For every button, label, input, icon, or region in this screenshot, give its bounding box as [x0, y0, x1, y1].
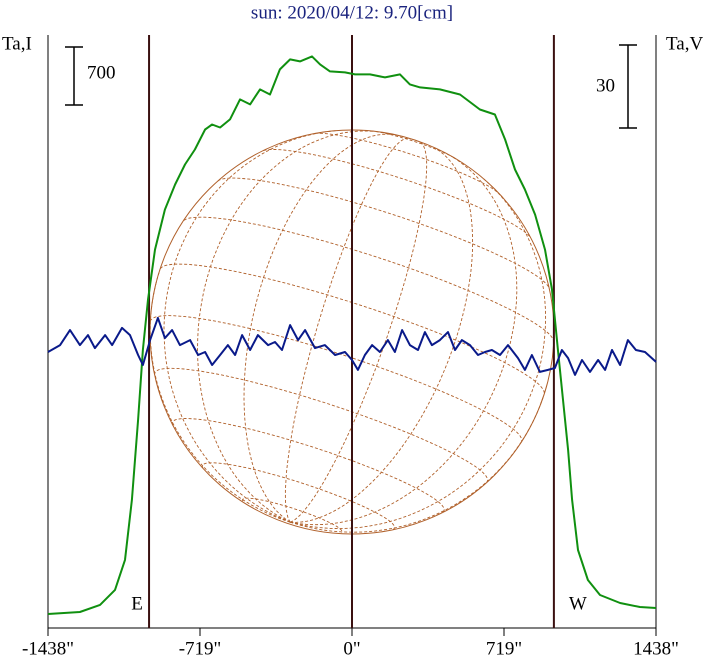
globe-grid [243, 133, 395, 523]
globe-grid [263, 149, 531, 238]
chart-title: sun: 2020/04/12: 9.70[cm] [251, 2, 453, 23]
globe-grid [290, 141, 428, 523]
x-tick-label: 719" [486, 638, 522, 659]
reference-label: W [569, 593, 587, 614]
globe-grid [242, 497, 343, 534]
globe-grid [290, 177, 547, 530]
globe-grid [290, 394, 545, 533]
globe-grid [217, 177, 550, 288]
globe-grid [290, 147, 474, 523]
reference-label: E [131, 593, 143, 614]
globe-grid [163, 130, 337, 523]
x-tick-label: 0" [343, 638, 360, 659]
x-tick-label: -1438" [22, 638, 74, 659]
y2-axis-label: Ta,V [666, 33, 703, 54]
globe-grid [171, 418, 445, 514]
globe-grid [149, 315, 523, 443]
globe-grid [314, 132, 500, 194]
scale-bar-label: 700 [87, 62, 116, 83]
globe-grid [370, 130, 455, 159]
globe-grid [284, 137, 410, 523]
x-tick-label: 1438" [633, 638, 679, 659]
globe-grid [159, 263, 545, 394]
series-line [47, 55, 657, 615]
y-axis-label: Ta,I [2, 33, 32, 54]
x-tick-label: -719" [179, 638, 222, 659]
series-line [47, 316, 657, 376]
globe-grid [154, 367, 489, 483]
scale-bar-label: 30 [596, 75, 615, 96]
